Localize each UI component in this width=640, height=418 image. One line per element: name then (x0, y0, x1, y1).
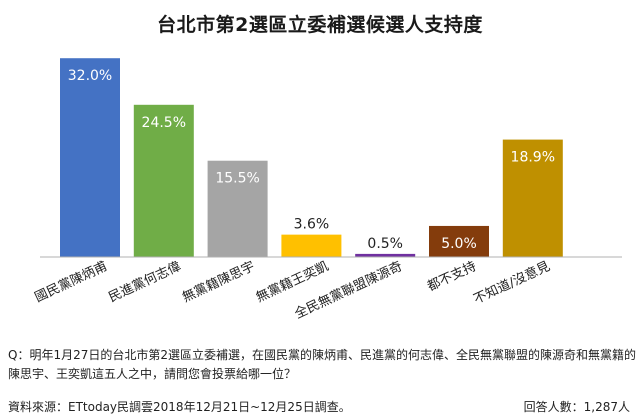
bar-4 (281, 234, 342, 257)
value-label-4: 3.6% (294, 217, 330, 233)
survey-question: Q：明年1月27日的台北市第2選區立委補選，在國民黨的陳炳甫、民進黨的何志偉、全… (8, 348, 636, 381)
bar-2 (133, 104, 194, 257)
bar-1 (60, 58, 120, 257)
bar-7 (502, 139, 563, 257)
respondent-count: 回答人數：1,287人 (523, 400, 630, 414)
value-label-5: 0.5% (367, 236, 403, 252)
bar-6 (429, 225, 489, 257)
bar-chart: 32.0% 24.5% 15.5% 3.6% 0.5% 5.0% 18.9% 國民黨陳炳甫民… (33, 58, 622, 322)
value-label-1: 32.0% (68, 68, 112, 84)
category-label-6: 都不支持 (425, 259, 478, 295)
bar-3 (207, 160, 268, 257)
category-label-1: 國民黨陳炳甫 (33, 259, 110, 306)
category-label-3: 無黨籍陳思宇 (180, 258, 257, 305)
value-label-6: 5.0% (441, 236, 477, 252)
value-label-3: 15.5% (215, 171, 259, 187)
category-label-2: 民進黨何志偉 (106, 258, 183, 305)
value-label-7: 18.9% (511, 150, 555, 166)
category-label-7: 不知道/沒意見 (471, 258, 552, 307)
data-source: 資料來源：ETtoday民調雲2018年12月21日~12月25日調查。 (8, 400, 351, 414)
value-label-2: 24.5% (142, 115, 186, 131)
bar-5 (355, 253, 416, 257)
chart-title: 台北市第2選區立委補選候選人支持度 (157, 14, 483, 36)
